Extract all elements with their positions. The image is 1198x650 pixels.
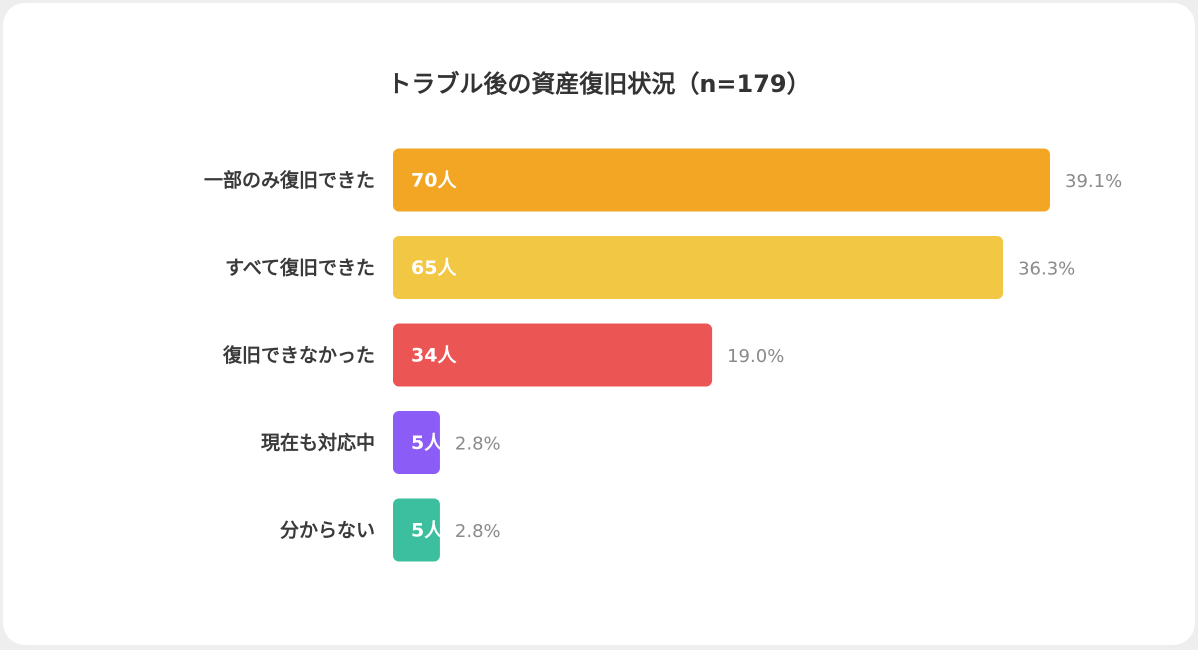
bar xyxy=(393,148,1050,212)
share-label: 2.8% xyxy=(455,521,501,542)
share-label: 2.8% xyxy=(455,434,501,455)
share-label: 19.0% xyxy=(727,346,784,367)
bar xyxy=(393,498,440,562)
bar xyxy=(393,236,1004,299)
bar-value-label: 34人 xyxy=(411,345,457,367)
category-label: 現在も対応中 xyxy=(261,431,375,454)
chart-title: トラブル後の資産復旧状況（n=179） xyxy=(387,70,810,98)
bar-value-label: 5人 xyxy=(411,432,444,454)
share-label: 36.3% xyxy=(1018,259,1075,280)
category-label: 復旧できなかった xyxy=(222,344,375,367)
category-label: すべて復旧できた xyxy=(225,256,375,279)
bar-value-label: 70人 xyxy=(411,170,457,192)
bar-value-label: 65人 xyxy=(411,257,457,279)
bar-value-label: 5人 xyxy=(411,520,444,542)
category-label: 一部のみ復旧できた xyxy=(204,169,375,192)
category-label: 分からない xyxy=(280,520,375,542)
bar xyxy=(393,323,713,387)
bar xyxy=(393,411,440,474)
share-label: 39.1% xyxy=(1065,171,1122,192)
